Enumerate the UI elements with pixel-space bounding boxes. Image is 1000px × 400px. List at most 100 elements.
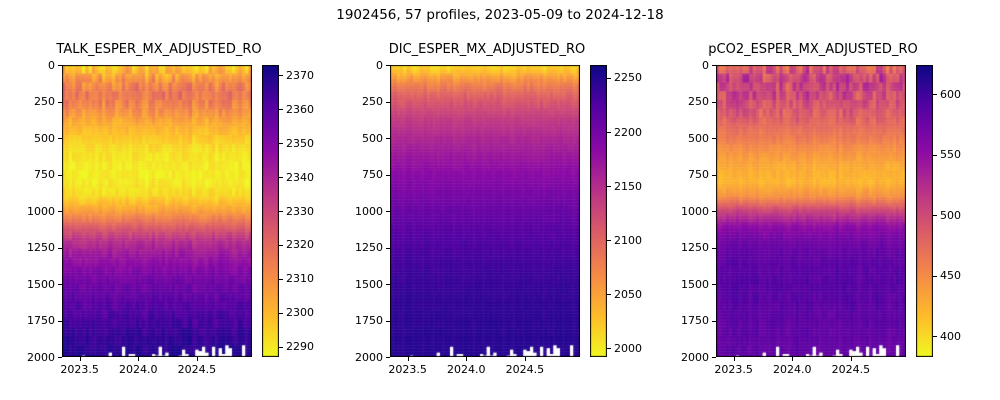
colorbar-tick-mark (607, 240, 611, 242)
x-tick-label: 2024.0 (772, 363, 812, 376)
colorbar-tick-label: 2300 (286, 306, 314, 320)
colorbar-tick-label: 2350 (286, 136, 314, 150)
talk-heatmap-canvas (62, 65, 252, 357)
colorbar-tick-mark (279, 211, 283, 212)
colorbar-tick-label: 400 (940, 329, 961, 343)
colorbar-tick-label: 550 (940, 148, 961, 162)
y-tick-label: 1250 (681, 241, 709, 254)
colorbar-tick-mark (607, 294, 611, 296)
panel-dic: DIC_ESPER_MX_ADJUSTED_RO 0 250 500 750 1000 1… (328, 0, 668, 400)
colorbar-tick-label: 450 (940, 269, 961, 283)
y-tick-label: 2000 (681, 350, 709, 364)
y-tick-mark (712, 65, 716, 66)
colorbar-tick-mark (279, 244, 283, 246)
y-tick-label: 500 (688, 131, 709, 145)
x-tick-mark (792, 357, 794, 361)
y-tick-label: 1500 (355, 277, 383, 291)
y-tick-mark (386, 247, 390, 249)
colorbar-tick-mark (933, 215, 937, 217)
y-tick-label: 750 (362, 168, 383, 181)
x-tick-mark (524, 357, 526, 361)
y-tick-mark (58, 65, 62, 66)
y-tick-label: 750 (34, 168, 55, 181)
dic-heatmap-canvas (390, 65, 580, 357)
y-tick-mark (386, 284, 390, 285)
panel-title-pco2: pCO2_ESPER_MX_ADJUSTED_RO (708, 42, 918, 57)
y-tick-mark (712, 320, 716, 322)
colorbar-tick-label: 2330 (286, 204, 314, 218)
y-tick-mark (712, 357, 716, 358)
colorbar-tick-mark (279, 312, 283, 314)
y-tick-mark (386, 65, 390, 66)
x-tick-mark (196, 357, 198, 361)
y-tick-label: 1750 (355, 314, 383, 327)
colorbar-tick-label: 500 (940, 208, 961, 222)
colorbar-tick-mark (279, 75, 283, 77)
x-tick-mark (407, 357, 409, 361)
x-tick-mark (733, 357, 735, 361)
y-tick-label: 1250 (27, 241, 55, 254)
y-tick-mark (386, 320, 390, 322)
x-tick-label: 2023.5 (60, 363, 99, 376)
y-tick-mark (712, 247, 716, 249)
y-tick-label: 1000 (355, 204, 383, 218)
dic-colorbar-canvas (590, 65, 607, 357)
colorbar-tick-label: 2310 (286, 272, 314, 286)
colorbar-tick-label: 2370 (286, 68, 314, 82)
colorbar-tick-label: 600 (940, 87, 961, 101)
y-tick-label: 0 (702, 58, 709, 72)
y-tick-label: 1000 (27, 204, 55, 218)
colorbar-tick-label: 2150 (614, 179, 642, 193)
figure-title: 1902456, 57 profiles, 2023-05-09 to 2024… (336, 7, 664, 23)
y-tick-label: 500 (34, 131, 55, 145)
x-tick-mark (466, 357, 468, 361)
y-tick-mark (386, 174, 390, 176)
colorbar-tick-label: 2100 (614, 233, 642, 247)
colorbar-tick-mark (279, 143, 283, 145)
colorbar-tick-label: 2200 (614, 125, 642, 139)
colorbar-tick-label: 2050 (614, 287, 642, 301)
y-tick-mark (58, 357, 62, 358)
y-tick-label: 1750 (681, 314, 709, 327)
colorbar-tick-mark (607, 77, 611, 79)
colorbar-tick-label: 2360 (286, 102, 314, 116)
panel-title-dic: DIC_ESPER_MX_ADJUSTED_RO (388, 42, 586, 57)
y-tick-mark (58, 211, 62, 212)
colorbar-tick-label: 2250 (614, 71, 642, 85)
y-tick-mark (386, 138, 390, 139)
y-tick-mark (386, 101, 390, 103)
colorbar-tick-label: 2320 (286, 238, 314, 252)
panel-pco2: pCO2_ESPER_MX_ADJUSTED_RO 0 250 500 750 1000… (654, 0, 994, 400)
x-tick-label: 2023.5 (388, 363, 427, 376)
colorbar-tick-mark (279, 177, 283, 179)
y-tick-mark (712, 284, 716, 285)
pco2-heatmap-canvas (716, 65, 906, 357)
x-tick-label: 2023.5 (714, 363, 753, 376)
y-tick-label: 1750 (27, 314, 55, 327)
x-tick-mark (79, 357, 81, 361)
colorbar-tick-mark (933, 94, 937, 96)
y-tick-mark (712, 211, 716, 212)
y-tick-label: 500 (362, 131, 383, 145)
colorbar-tick-mark (933, 275, 937, 277)
y-tick-label: 1500 (27, 277, 55, 291)
x-tick-label: 2024.5 (831, 363, 871, 376)
colorbar-tick-mark (607, 132, 611, 134)
x-tick-label: 2024.5 (177, 363, 217, 376)
colorbar-tick-mark (279, 109, 283, 111)
y-tick-mark (712, 101, 716, 103)
pco2-colorbar-canvas (916, 65, 933, 357)
y-tick-label: 250 (688, 95, 709, 108)
y-tick-mark (58, 247, 62, 249)
x-tick-mark (138, 357, 140, 361)
y-tick-label: 1250 (355, 241, 383, 254)
colorbar-tick-label: 2290 (286, 340, 314, 354)
y-tick-mark (58, 138, 62, 139)
talk-colorbar-canvas (262, 65, 279, 357)
colorbar-tick-mark (279, 346, 283, 348)
x-tick-mark (850, 357, 852, 361)
colorbar-tick-mark (933, 154, 937, 156)
y-tick-label: 0 (376, 58, 383, 72)
y-tick-label: 1000 (681, 204, 709, 218)
colorbar-tick-label: 2000 (614, 341, 642, 355)
